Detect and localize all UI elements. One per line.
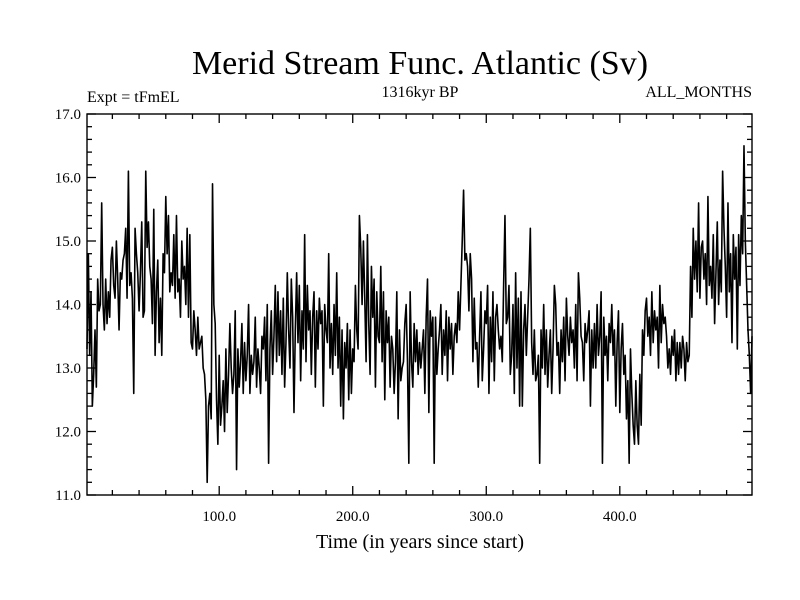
x-tick-label: 200.0 (336, 509, 370, 525)
y-tick-label: 17.0 (55, 107, 81, 123)
x-axis-label: Time (in years since start) (316, 531, 524, 553)
series-line (86, 144, 753, 484)
plot-frame (86, 113, 753, 496)
x-tick-label: 300.0 (469, 509, 503, 525)
chart-subtitle-center: 1316kyr BP (382, 84, 459, 101)
chart-title: Merid Stream Func. Atlantic (Sv) (192, 45, 648, 82)
y-tick-label: 14.0 (55, 298, 81, 314)
y-tick-label: 15.0 (55, 234, 81, 250)
x-tick-label: 100.0 (202, 509, 236, 525)
x-tick-labels: 100.0 200.0 300.0 400.0 (202, 509, 636, 525)
chart-subtitle-right: ALL_MONTHS (645, 84, 752, 101)
x-tick-label: 400.0 (603, 509, 637, 525)
y-tick-label: 16.0 (55, 171, 81, 187)
y-tick-labels: 11.0 12.0 13.0 14.0 15.0 16.0 17.0 (55, 107, 81, 504)
chart-subtitle-left: Expt = tFmEL (87, 89, 180, 106)
y-tick-label: 13.0 (55, 361, 81, 377)
y-tick-label: 12.0 (55, 425, 81, 441)
y-tick-label: 11.0 (55, 488, 81, 504)
